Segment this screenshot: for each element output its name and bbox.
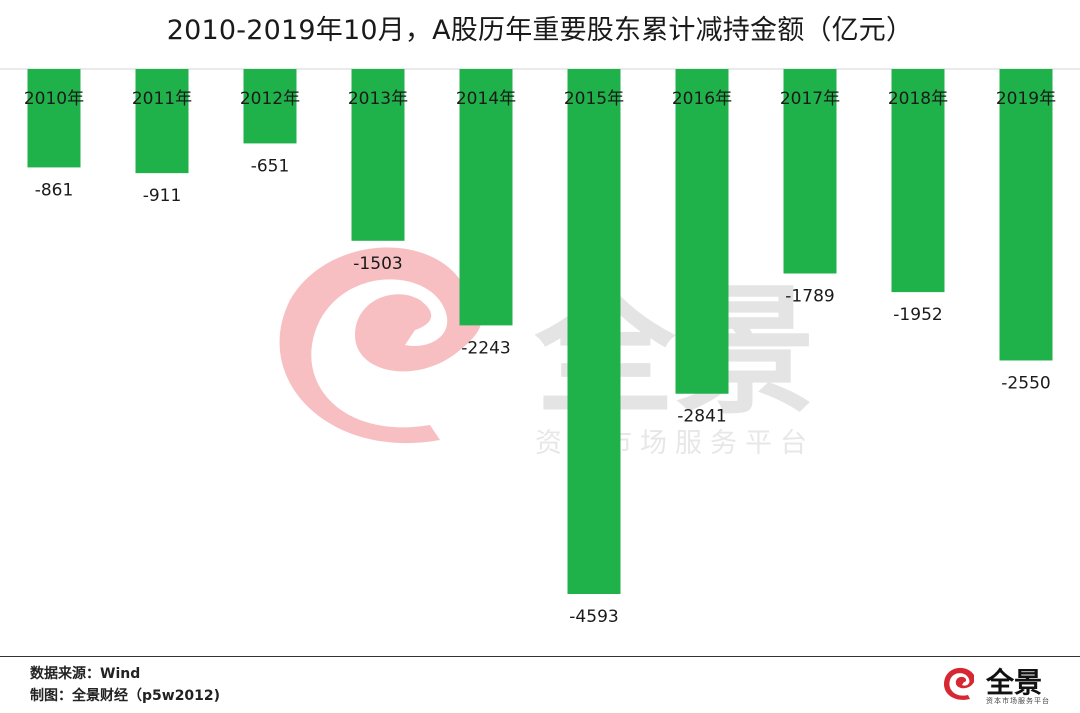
bars-group bbox=[27, 69, 1053, 594]
category-label: 2013年 bbox=[348, 89, 408, 109]
bar bbox=[783, 69, 837, 274]
brand-tagline: 资本市场服务平台 bbox=[986, 697, 1050, 705]
category-label: 2017年 bbox=[780, 89, 840, 109]
bar bbox=[891, 69, 945, 293]
brand-swirl-icon bbox=[943, 667, 974, 700]
category-label: 2011年 bbox=[132, 89, 192, 109]
value-label: -2841 bbox=[677, 407, 726, 427]
value-label: -1503 bbox=[353, 254, 402, 274]
bar bbox=[135, 69, 189, 174]
footer: 数据来源：Wind 制图：全景财经（p5w2012) 全景 资本市场服务平台 bbox=[0, 656, 1080, 713]
category-label: 2016年 bbox=[672, 89, 732, 109]
bar bbox=[567, 69, 621, 594]
watermark-swirl-icon bbox=[279, 247, 482, 444]
bar bbox=[675, 69, 729, 394]
watermark: 全景 资本市场服务平台 bbox=[279, 247, 815, 459]
value-label: -1789 bbox=[785, 286, 834, 306]
bar bbox=[351, 69, 405, 241]
brand-name: 全景 bbox=[986, 666, 1043, 699]
value-label: -911 bbox=[143, 186, 182, 206]
bar bbox=[999, 69, 1053, 361]
bar-chart: 全景 资本市场服务平台 2010年 2011年 2012年 2013年 2014年 201… bbox=[0, 68, 1080, 627]
data-source: 数据来源：Wind bbox=[30, 666, 141, 682]
category-label: 2014年 bbox=[456, 89, 516, 109]
value-label: -2550 bbox=[1001, 373, 1050, 393]
value-labels: -861 -911 -651 -1503 -2243 -4593 -2841 -1789 -19… bbox=[35, 156, 1051, 627]
value-label: -2243 bbox=[461, 338, 510, 358]
bar bbox=[243, 69, 297, 144]
category-label: 2012年 bbox=[240, 89, 300, 109]
bar bbox=[459, 69, 513, 326]
value-label: -1952 bbox=[893, 305, 942, 325]
category-labels: 2010年 2011年 2012年 2013年 2014年 2015年 2016年 2017年… bbox=[24, 89, 1056, 109]
value-label: -4593 bbox=[569, 607, 618, 627]
category-label: 2018年 bbox=[888, 89, 948, 109]
category-label: 2010年 bbox=[24, 89, 84, 109]
category-label: 2015年 bbox=[564, 89, 624, 109]
bar bbox=[27, 69, 81, 168]
category-label: 2019年 bbox=[996, 89, 1056, 109]
value-label: -651 bbox=[251, 156, 290, 176]
brand-logo: 全景 资本市场服务平台 bbox=[940, 663, 1070, 709]
chart-title: 2010-2019年10月，A股历年重要股东累计减持金额（亿元） bbox=[166, 15, 914, 46]
footer-text: 数据来源：Wind 制图：全景财经（p5w2012) bbox=[30, 663, 220, 707]
value-label: -861 bbox=[35, 180, 74, 200]
chart-credit: 制图：全景财经（p5w2012) bbox=[30, 688, 221, 704]
